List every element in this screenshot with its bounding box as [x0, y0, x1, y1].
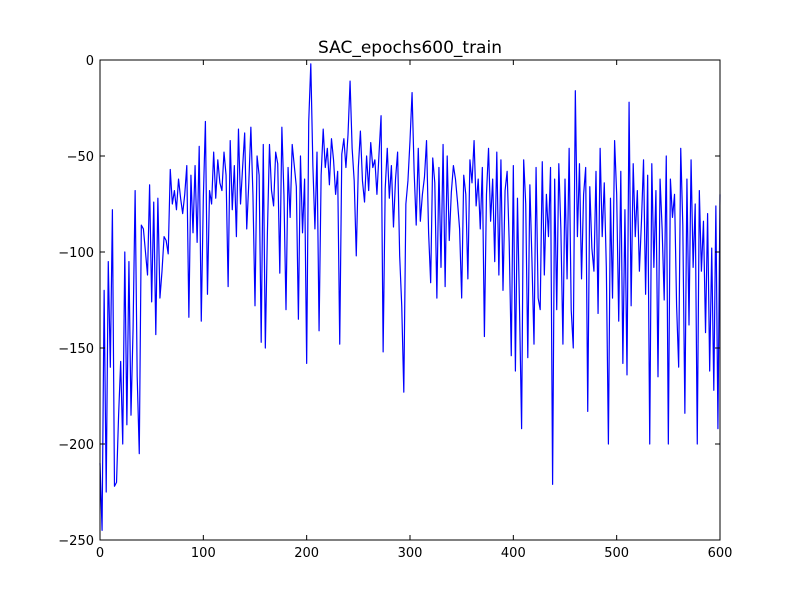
- x-tick-label: 600: [708, 546, 733, 561]
- x-tick-label: 200: [294, 546, 319, 561]
- plot-area: [99, 59, 721, 541]
- x-tick-label: 500: [604, 546, 629, 561]
- y-tick-label: −150: [58, 342, 94, 357]
- chart-title: SAC_epochs600_train: [318, 38, 502, 58]
- y-tick-label: −100: [58, 246, 94, 261]
- x-tick-label: 100: [191, 546, 216, 561]
- x-tick-label: 0: [96, 546, 104, 561]
- y-tick-label: −250: [58, 534, 94, 549]
- x-axis: 0 100 200 300 400 500 600: [96, 60, 733, 561]
- y-axis: −250 −200 −150 −100 −50 0: [58, 54, 720, 549]
- x-tick-label: 400: [501, 546, 526, 561]
- y-tick-label: 0: [86, 54, 94, 69]
- x-tick-label: 300: [398, 546, 423, 561]
- y-tick-label: −50: [67, 150, 94, 165]
- series-line: [99, 63, 721, 532]
- y-tick-label: −200: [58, 438, 94, 453]
